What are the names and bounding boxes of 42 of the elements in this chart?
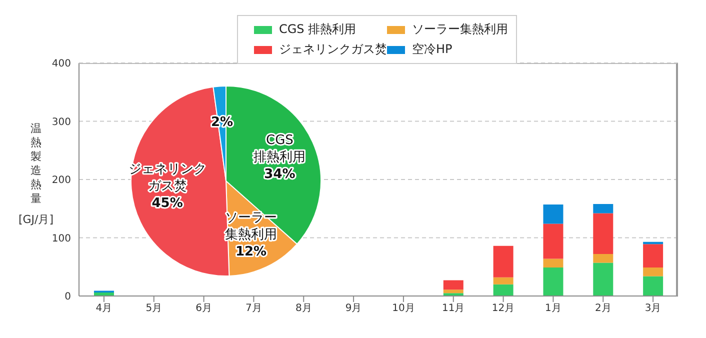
bar: [543, 258, 564, 268]
y-tick-label: 0: [64, 292, 71, 303]
y-tick-label: 400: [52, 58, 71, 70]
x-tick-label: 1月: [545, 303, 562, 314]
bar: [643, 267, 664, 276]
legend-label: 空冷HP: [412, 41, 452, 58]
y-tick-label: 100: [52, 233, 71, 244]
bar: [543, 224, 564, 259]
bar: [443, 280, 464, 290]
x-tick-label: 11月: [442, 303, 465, 314]
x-tick-label: 4月: [96, 303, 112, 314]
x-tick-label: 3月: [644, 303, 662, 314]
x-tick-label: 8月: [295, 303, 312, 314]
bar: [543, 267, 564, 296]
x-tick-label: 6月: [196, 303, 212, 314]
x-tick-label: 5月: [146, 303, 162, 314]
y-tick-label: 300: [52, 116, 71, 128]
bar: [543, 204, 564, 224]
slice-label: CGS 排熱利用: [254, 132, 306, 164]
x-tick-label: 12月: [492, 303, 515, 314]
bar: [593, 204, 614, 214]
data-label: 34%: [264, 166, 296, 182]
y-tick-label: 200: [52, 175, 71, 186]
data-label: 45%: [152, 195, 183, 210]
legend-label: CGS 排熱利用: [279, 21, 356, 38]
bar: [493, 246, 514, 278]
x-tick-label: 10月: [392, 303, 415, 314]
legend-label: ソーラー集熱利用: [412, 21, 508, 38]
bar: [493, 284, 514, 296]
bar: [593, 254, 614, 263]
bar: [593, 213, 614, 254]
data-label: 2%: [210, 114, 234, 130]
bar: [643, 276, 664, 296]
data-label: 12%: [235, 244, 267, 259]
x-tick-label: 9月: [345, 303, 362, 314]
x-tick-label: 7月: [246, 303, 262, 314]
bar: [643, 244, 664, 268]
bar: [493, 277, 514, 284]
bar: [443, 290, 464, 294]
legend-label: ジェネリンクガス焚: [279, 41, 387, 58]
bar: [593, 262, 614, 296]
x-tick-label: 2月: [594, 303, 612, 314]
